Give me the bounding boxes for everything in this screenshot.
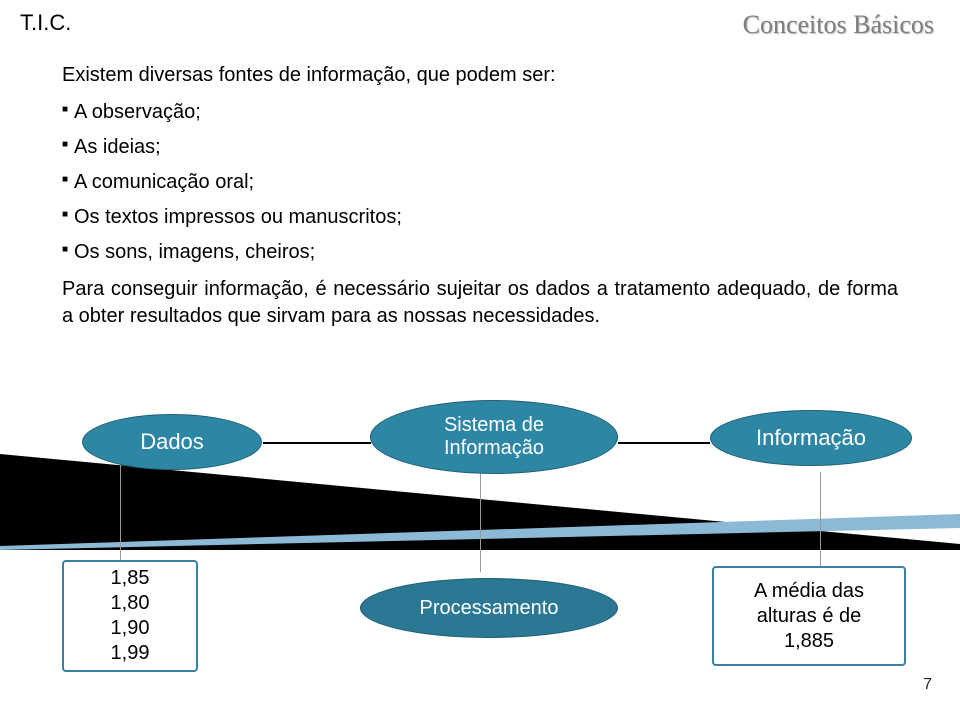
oval-dados: Dados — [82, 414, 262, 470]
oval-processamento: Processamento — [360, 578, 618, 638]
top-diagram-row: Dados Sistema de Informação Informação — [0, 398, 960, 488]
paragraph-text: Para conseguir informação, é necessário … — [62, 276, 898, 330]
card-result: A média das alturas é de 1,885 — [712, 566, 906, 666]
header-left-title: T.I.C. — [20, 10, 71, 40]
oval-sistema-line2: Informação — [444, 437, 544, 459]
page-number: 7 — [923, 676, 932, 694]
bullet-item: A observação; — [62, 101, 898, 124]
bullet-item: A comunicação oral; — [62, 171, 898, 194]
oval-informacao: Informação — [710, 410, 912, 466]
header-right-title: Conceitos Básicos — [743, 10, 934, 40]
card-data-text: 1,85 1,80 1,90 1,99 — [111, 566, 150, 666]
oval-sistema: Sistema de Informação — [370, 400, 618, 474]
intro-text: Existem diversas fontes de informação, q… — [62, 64, 898, 87]
bullet-item: As ideias; — [62, 136, 898, 159]
bullet-item: Os textos impressos ou manuscritos; — [62, 206, 898, 229]
bullet-item: Os sons, imagens, cheiros; — [62, 241, 898, 264]
card-result-text: A média das alturas é de 1,885 — [754, 579, 864, 654]
oval-sistema-line1: Sistema de — [444, 414, 544, 436]
card-data-values: 1,85 1,80 1,90 1,99 — [62, 560, 198, 672]
